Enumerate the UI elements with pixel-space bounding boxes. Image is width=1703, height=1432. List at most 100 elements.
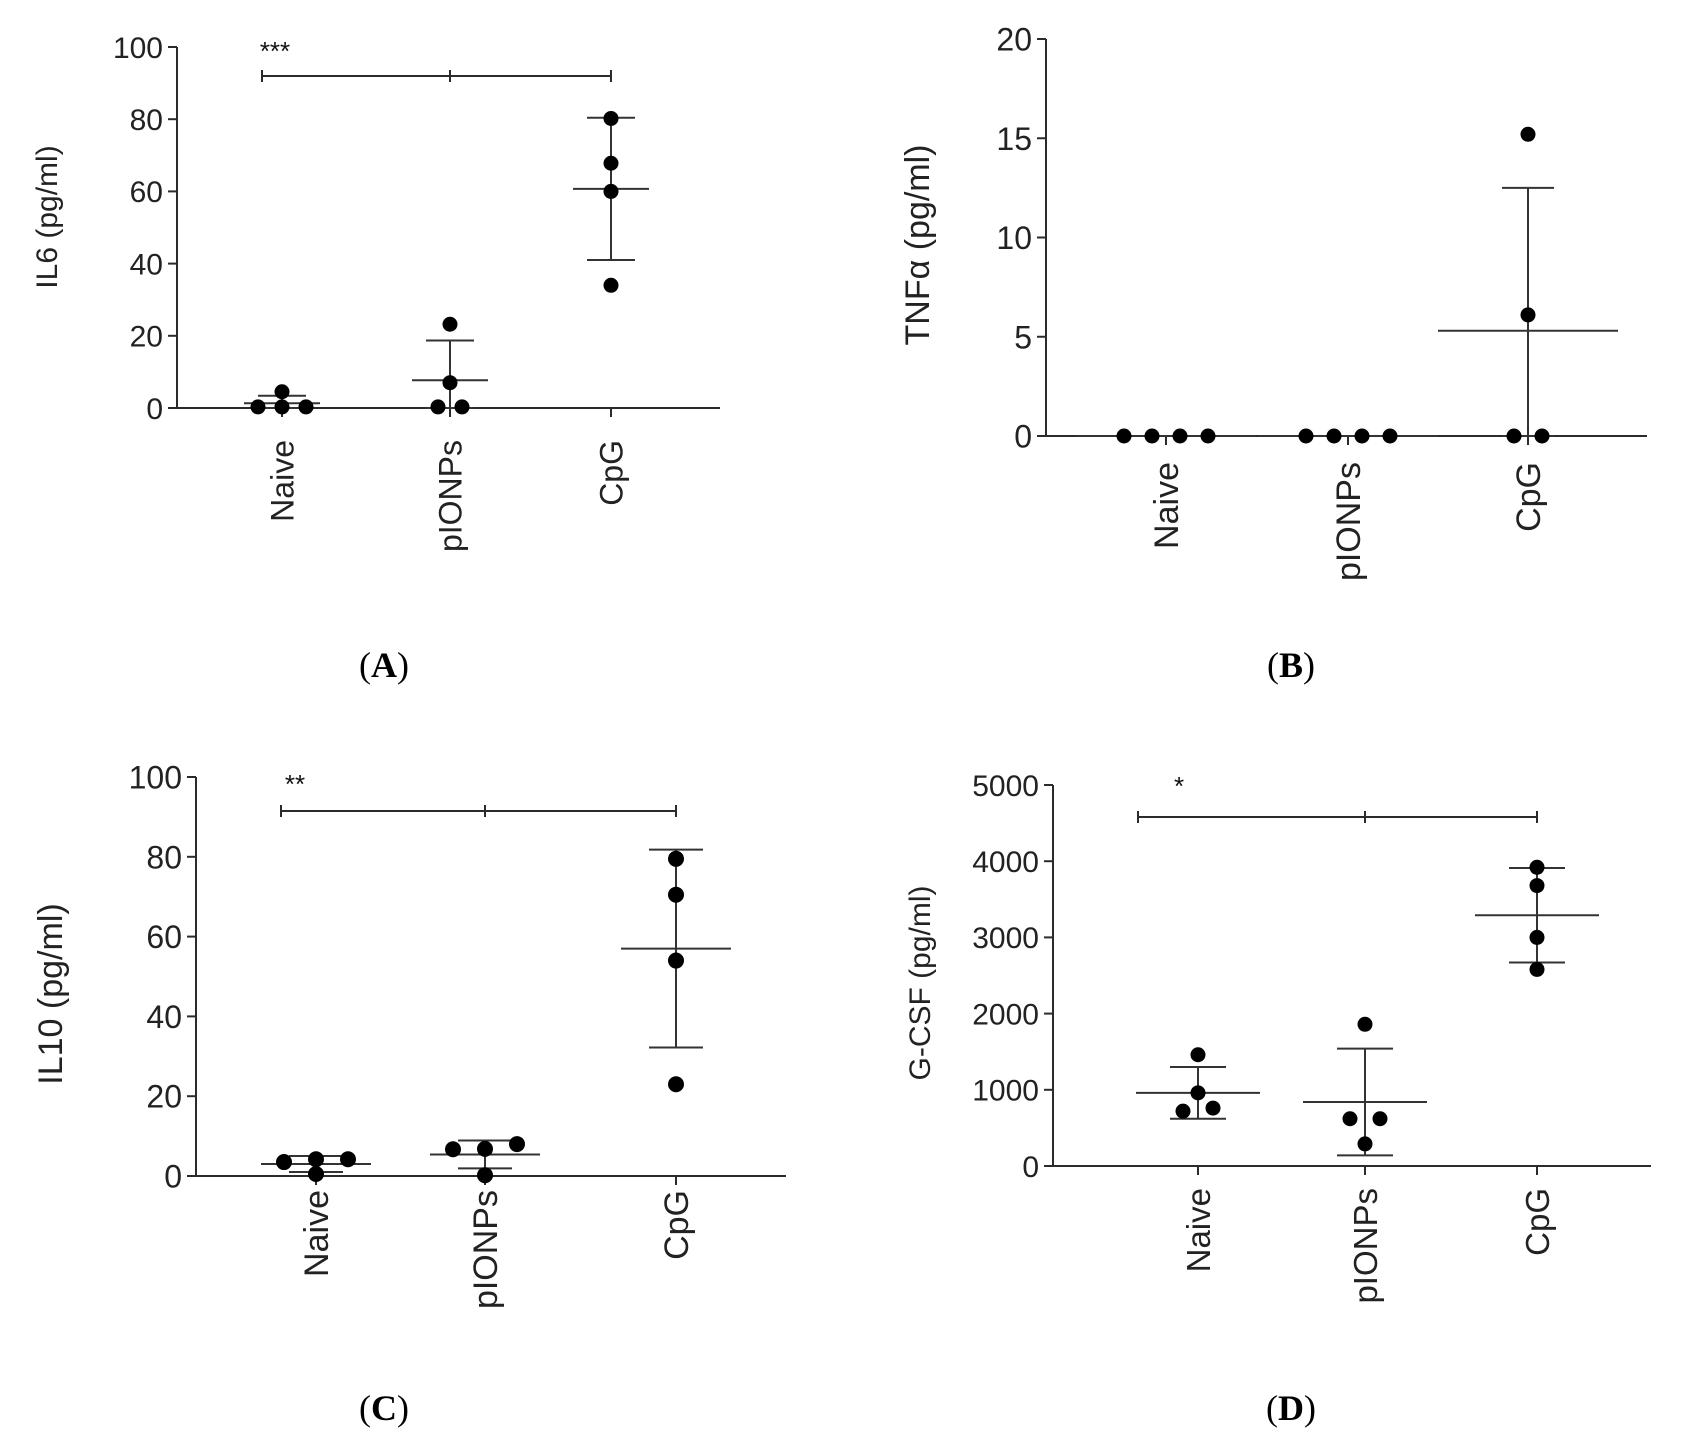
data-point bbox=[442, 316, 458, 332]
y-tick-label: 80 bbox=[146, 839, 182, 875]
y-tick-label: 40 bbox=[130, 248, 163, 281]
data-point bbox=[340, 1151, 356, 1168]
data-point bbox=[477, 1140, 493, 1157]
panel-letter: (B) bbox=[1267, 645, 1315, 685]
significance-label: * bbox=[1174, 771, 1184, 801]
panel-letter: (D) bbox=[1266, 1388, 1316, 1428]
data-point bbox=[430, 399, 446, 415]
y-tick-label: 0 bbox=[1022, 1151, 1039, 1184]
data-point bbox=[1372, 1111, 1388, 1127]
panel-a: IL6 (pg/ml) *** (A) 0 20 40 60 80 100 Naive pIO… bbox=[31, 32, 720, 685]
data-point bbox=[603, 277, 619, 293]
x-tick-label: CpG bbox=[1510, 462, 1548, 532]
y-tick-label: 100 bbox=[113, 32, 163, 65]
data-point bbox=[1172, 428, 1188, 444]
x-tick-label: pIONPs bbox=[433, 440, 469, 552]
panel-letter-c: C bbox=[371, 1388, 397, 1428]
x-tick-label: pIONPs bbox=[1347, 1188, 1384, 1304]
data-point bbox=[274, 384, 290, 400]
y-tick-label: 20 bbox=[146, 1079, 182, 1115]
data-point bbox=[308, 1151, 324, 1168]
data-point bbox=[1190, 1085, 1206, 1101]
data-point bbox=[1342, 1111, 1358, 1127]
data-point bbox=[603, 110, 619, 126]
data-point bbox=[454, 399, 470, 415]
y-tick-label: 100 bbox=[129, 760, 182, 796]
x-tick-label: pIONPs bbox=[1330, 462, 1368, 581]
x-tick-label: CpG bbox=[594, 440, 630, 506]
data-point bbox=[1357, 1136, 1373, 1152]
data-point bbox=[1175, 1103, 1191, 1119]
data-point bbox=[1190, 1047, 1206, 1063]
data-point bbox=[668, 1076, 684, 1093]
data-point bbox=[603, 155, 619, 171]
y-tick-label: 5000 bbox=[972, 770, 1039, 803]
panel-letter: (C) bbox=[359, 1388, 409, 1428]
y-axis-label: G-CSF (pg/ml) bbox=[904, 886, 937, 1081]
data-point bbox=[1116, 428, 1132, 444]
data-point bbox=[1520, 126, 1536, 142]
y-tick-label: 3000 bbox=[972, 922, 1039, 955]
data-point bbox=[1298, 428, 1314, 444]
data-point bbox=[250, 399, 266, 415]
significance-label: ** bbox=[285, 769, 305, 799]
x-tick-label: Naive bbox=[265, 440, 301, 522]
data-point bbox=[1529, 859, 1545, 875]
data-point bbox=[1520, 307, 1536, 323]
panel-b: TNFα (pg/ml) (B) 0 5 10 15 20 Naive pIONPs CpG bbox=[899, 22, 1647, 685]
data-point bbox=[668, 952, 684, 969]
data-point bbox=[308, 1166, 324, 1183]
x-tick-label: Naive bbox=[1148, 462, 1186, 549]
data-point bbox=[1506, 428, 1522, 444]
y-axis-label: IL10 (pg/ml) bbox=[32, 903, 70, 1084]
panel-letter-d: D bbox=[1278, 1388, 1304, 1428]
data-point bbox=[1354, 428, 1370, 444]
panel-c: IL10 (pg/ml) ** (C) 0 20 40 60 80 100 Naive pIO… bbox=[32, 760, 786, 1428]
y-tick-label: 1000 bbox=[972, 1075, 1039, 1108]
y-tick-label: 20 bbox=[996, 22, 1032, 58]
y-tick-label: 15 bbox=[996, 121, 1032, 157]
y-tick-label: 80 bbox=[130, 104, 163, 137]
panel-letter-b: B bbox=[1279, 645, 1303, 685]
data-point bbox=[603, 183, 619, 199]
y-tick-label: 10 bbox=[996, 220, 1032, 256]
panel-letter-a: A bbox=[371, 645, 397, 685]
x-tick-label: CpG bbox=[658, 1190, 696, 1260]
x-tick-label: Naive bbox=[298, 1190, 336, 1277]
y-tick-label: 5 bbox=[1014, 319, 1032, 355]
y-axis-label: IL6 (pg/ml) bbox=[31, 145, 64, 288]
data-point bbox=[1200, 428, 1216, 444]
data-point bbox=[445, 1141, 461, 1158]
panel-d: G-CSF (pg/ml) * (D) 0 1000 2000 3000 4000 500… bbox=[904, 770, 1651, 1428]
x-tick-label: CpG bbox=[1519, 1188, 1556, 1256]
data-point bbox=[477, 1167, 493, 1184]
data-point bbox=[1529, 929, 1545, 945]
significance-label: *** bbox=[260, 36, 290, 66]
data-point bbox=[276, 1154, 292, 1171]
x-tick-label: pIONPs bbox=[467, 1190, 505, 1309]
data-point bbox=[1529, 878, 1545, 894]
y-tick-label: 20 bbox=[130, 321, 163, 354]
data-point bbox=[1326, 428, 1342, 444]
data-point bbox=[668, 886, 684, 903]
x-tick-label: Naive bbox=[1180, 1188, 1217, 1272]
y-tick-label: 0 bbox=[146, 393, 163, 426]
y-tick-label: 0 bbox=[164, 1159, 182, 1195]
panel-letter: (A) bbox=[359, 645, 409, 685]
data-point bbox=[1382, 428, 1398, 444]
y-tick-label: 60 bbox=[130, 176, 163, 209]
data-point bbox=[1205, 1100, 1221, 1116]
y-tick-label: 40 bbox=[146, 999, 182, 1035]
data-point bbox=[1529, 961, 1545, 977]
data-point bbox=[668, 850, 684, 867]
data-point bbox=[298, 399, 314, 415]
y-axis-label: TNFα (pg/ml) bbox=[899, 145, 937, 346]
y-tick-label: 60 bbox=[146, 919, 182, 955]
y-tick-label: 4000 bbox=[972, 846, 1039, 879]
data-point bbox=[1534, 428, 1550, 444]
y-tick-label: 0 bbox=[1014, 419, 1032, 455]
data-point bbox=[274, 399, 290, 415]
data-point bbox=[1144, 428, 1160, 444]
data-point bbox=[1357, 1016, 1373, 1032]
